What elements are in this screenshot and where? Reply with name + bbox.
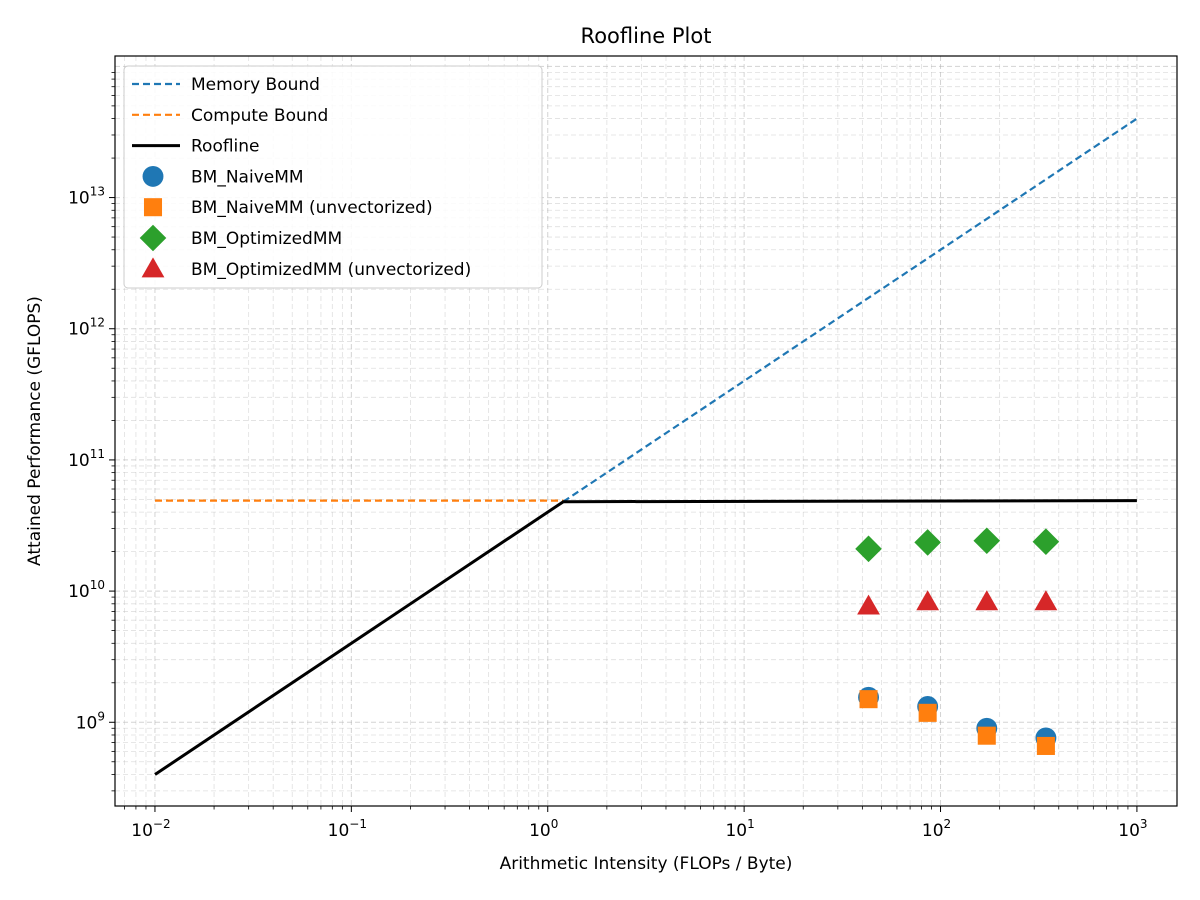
chart-title: Roofline Plot: [581, 24, 712, 48]
grid: [115, 56, 1177, 806]
bm-optimizedmm-point: [914, 529, 941, 556]
plot-area: [154, 117, 1138, 776]
ticks: 10−2 10−1 100 101 102 103 109 1010 1011 1012 1013: [68, 71, 1148, 841]
legend-entry-label: BM_NaiveMM (unvectorized): [191, 198, 433, 218]
bm-naivemm-unvectorized-point: [1036, 736, 1055, 755]
roofline-line: [154, 499, 1137, 776]
legend-box: [123, 65, 543, 289]
x-tick-label: 102: [922, 817, 951, 841]
x-tick-label: 10−1: [328, 817, 367, 841]
bm-optimizedmm-unvectorized-point: [857, 594, 880, 615]
legend-entry-label: BM_OptimizedMM (unvectorized): [191, 260, 471, 280]
y-tick-label: 1010: [68, 578, 105, 602]
x-tick-label: 101: [725, 817, 754, 841]
y-tick-label: 109: [76, 709, 105, 733]
y-axis-title: Attained Performance (GFLOPS): [25, 296, 45, 566]
axes-frame: [114, 55, 1178, 807]
x-tick-label: 103: [1118, 817, 1147, 841]
y-tick-label: 1011: [68, 447, 105, 471]
bm-naivemm-unvectorized-point: [859, 690, 878, 709]
legend-marker-swatch: [142, 165, 164, 187]
memory-bound-line: [562, 117, 1138, 503]
legend-entry-label: BM_OptimizedMM: [191, 229, 342, 249]
bm-optimizedmm-point: [1032, 528, 1060, 555]
legend-entry-label: Compute Bound: [191, 106, 328, 126]
legend: Memory Bound Compute Bound Roofline BM_Naiv…: [123, 65, 543, 289]
y-tick-label: 1012: [68, 316, 105, 340]
bm-optimizedmm-point: [855, 535, 882, 563]
bm-naivemm-unvectorized-point: [977, 726, 996, 745]
x-axis-title: Arithmetic Intensity (FLOPs / Byte): [500, 854, 793, 874]
bm-optimizedmm-point: [973, 527, 1001, 555]
bm-optimizedmm-unvectorized-point: [916, 590, 940, 611]
bm-optimizedmm-unvectorized-point: [1034, 590, 1058, 611]
bm-optimizedmm-unvectorized-point: [975, 590, 999, 611]
legend-entry-label: BM_NaiveMM: [191, 167, 304, 187]
legend-entry-label: Memory Bound: [191, 75, 320, 95]
x-tick-label: 100: [529, 817, 558, 841]
legend-marker-swatch: [143, 198, 163, 217]
legend-marker-swatch: [139, 224, 167, 252]
bm-naivemm-unvectorized-point: [918, 703, 937, 722]
legend-marker-swatch: [141, 257, 165, 278]
y-tick-label: 1013: [68, 185, 105, 209]
x-tick-label: 10−2: [131, 817, 170, 841]
legend-entry-label: Roofline: [191, 137, 260, 157]
